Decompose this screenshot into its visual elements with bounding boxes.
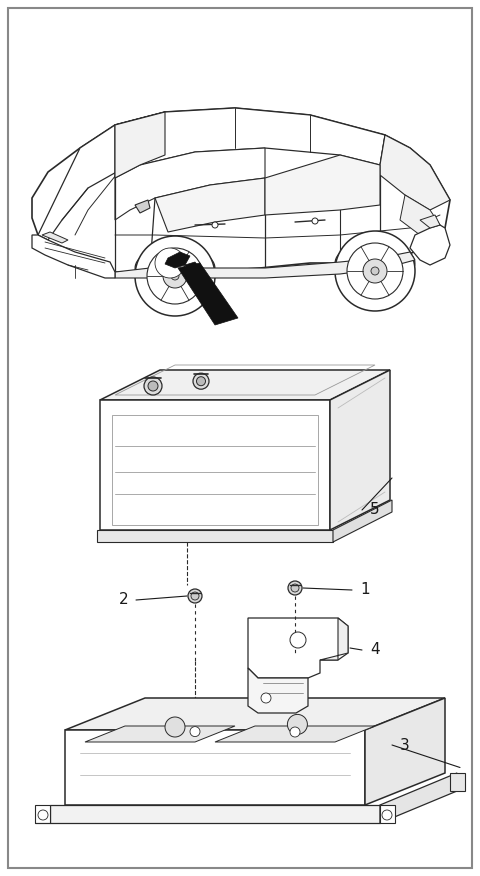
Circle shape [147,248,203,304]
Polygon shape [380,805,395,823]
Polygon shape [265,155,380,215]
Circle shape [163,264,187,288]
Polygon shape [65,698,445,730]
Polygon shape [320,618,348,660]
Circle shape [347,243,403,299]
Polygon shape [215,726,375,742]
Polygon shape [400,195,440,235]
Polygon shape [450,773,465,791]
Text: 3: 3 [400,738,410,752]
Circle shape [371,267,379,275]
Text: 5: 5 [370,503,380,518]
Circle shape [190,726,200,737]
Circle shape [382,810,392,820]
Polygon shape [115,108,385,178]
Circle shape [196,377,205,385]
Polygon shape [32,235,115,278]
Polygon shape [35,805,50,823]
Polygon shape [100,370,390,400]
Circle shape [135,236,215,316]
Circle shape [191,592,199,600]
Polygon shape [115,148,265,220]
Polygon shape [115,112,165,178]
Text: 2: 2 [119,592,128,607]
Circle shape [38,810,48,820]
Circle shape [188,589,202,603]
Polygon shape [42,232,68,243]
Circle shape [155,248,185,278]
Circle shape [212,222,218,228]
Circle shape [193,373,209,389]
Polygon shape [65,730,365,805]
Polygon shape [165,252,190,268]
Polygon shape [50,805,380,823]
Circle shape [261,693,271,703]
Polygon shape [155,178,265,232]
Circle shape [288,581,302,595]
Circle shape [363,259,387,283]
Circle shape [288,715,307,734]
Circle shape [165,717,185,737]
Polygon shape [32,108,450,272]
Circle shape [144,377,162,395]
Text: 4: 4 [370,642,380,658]
Circle shape [290,727,300,737]
Circle shape [290,632,306,648]
Polygon shape [380,135,450,210]
Polygon shape [185,262,230,315]
Polygon shape [410,225,450,265]
Polygon shape [135,200,150,213]
Polygon shape [420,215,440,228]
Polygon shape [115,252,415,278]
Polygon shape [100,400,330,530]
Polygon shape [38,112,165,240]
Polygon shape [248,668,308,713]
Polygon shape [97,530,333,542]
Polygon shape [248,618,348,678]
Polygon shape [333,500,392,542]
Polygon shape [365,698,445,805]
Polygon shape [330,370,390,530]
Text: 1: 1 [360,583,370,597]
Polygon shape [178,263,238,325]
Circle shape [335,231,415,311]
Polygon shape [85,726,235,742]
Circle shape [148,381,158,391]
Circle shape [291,584,299,592]
Circle shape [312,218,318,224]
Polygon shape [380,773,457,823]
Circle shape [171,272,179,280]
